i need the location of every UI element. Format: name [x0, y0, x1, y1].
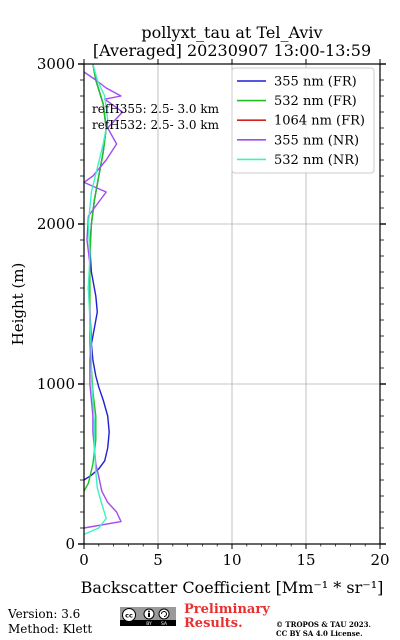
legend-label: 355 nm (FR) — [274, 75, 357, 90]
legend-label: 1064 nm (FR) — [274, 114, 365, 129]
preliminary-results-note: Preliminary Results. — [184, 603, 270, 631]
copyright-note: © TROPOS & TAU 2023. CC BY SA 4.0 Licens… — [276, 620, 371, 638]
y-tick-label: 2000 — [37, 215, 75, 233]
x-tick-label: 5 — [153, 551, 163, 569]
y-tick-label: 1000 — [37, 375, 75, 393]
x-tick-label: 15 — [296, 551, 315, 569]
svg-text:cc: cc — [125, 612, 133, 620]
preliminary-line-1: Preliminary — [184, 602, 270, 617]
series-line-532-nm-nr- — [83, 63, 109, 536]
svg-text:BY: BY — [146, 621, 152, 626]
tick-labels: 0 5 10 15 20 0 1000 2000 3000 — [37, 55, 390, 569]
legend-label: 355 nm (NR) — [274, 133, 359, 148]
series-lines — [83, 63, 124, 536]
legend-label: 532 nm (NR) — [274, 153, 359, 168]
method-label: Method: Klett — [8, 622, 93, 636]
legend: 355 nm (FR) 532 nm (FR) 1064 nm (FR) 355 nm… — [231, 67, 375, 174]
reference-height-annotation: refH355: 2.5- 3.0 km — [92, 102, 220, 116]
preliminary-line-2: Results. — [184, 616, 243, 631]
svg-text:SA: SA — [161, 621, 168, 626]
x-tick-label: 0 — [79, 551, 89, 569]
x-tick-label: 10 — [222, 551, 241, 569]
reference-height-annotation: refH532: 2.5- 3.0 km — [92, 118, 220, 132]
y-tick-label: 3000 — [37, 55, 75, 73]
x-axis-label: Backscatter Coefficient [Mm⁻¹ * sr⁻¹] — [81, 578, 384, 597]
axis-ticks — [78, 59, 386, 549]
cc-by-sa-license-icon: cc BY SA — [120, 607, 176, 626]
chart-title-line-1: pollyxt_tau at Tel_Aviv — [141, 23, 323, 42]
x-tick-label: 20 — [370, 551, 389, 569]
version-label: Version: 3.6 — [8, 607, 81, 621]
chart-title-line-2: [Averaged] 20230907 13:00-13:59 — [92, 41, 372, 60]
copyright-line-2: CC BY SA 4.0 License. — [276, 629, 363, 638]
y-axis-label: Height (m) — [9, 263, 27, 346]
y-tick-label: 0 — [65, 535, 75, 553]
annotations: refH355: 2.5- 3.0 km refH532: 2.5- 3.0 km — [92, 102, 220, 132]
copyright-line-1: © TROPOS & TAU 2023. — [276, 620, 371, 629]
legend-label: 532 nm (FR) — [274, 94, 357, 109]
legend-box — [231, 67, 375, 174]
